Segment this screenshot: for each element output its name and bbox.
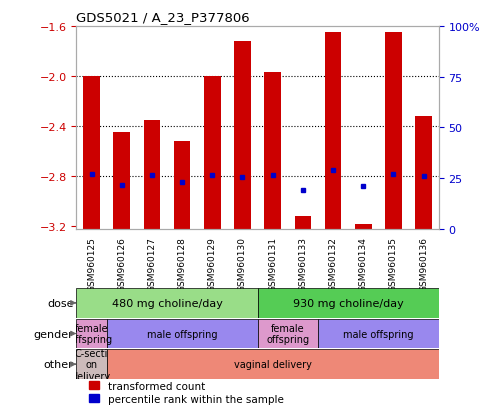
Bar (325, 33, 341, 229)
Bar (204, 77, 220, 229)
Bar (76, 319, 106, 349)
Text: vaginal delivery: vaginal delivery (234, 359, 312, 369)
Bar (355, 224, 372, 229)
Text: dose: dose (47, 298, 73, 308)
Text: 480 mg choline/day: 480 mg choline/day (111, 298, 222, 308)
Text: C-secti
on
delivery: C-secti on delivery (72, 348, 111, 381)
Bar (257, 288, 439, 318)
Bar (234, 42, 251, 229)
Bar (83, 77, 100, 229)
Legend: transformed count, percentile rank within the sample: transformed count, percentile rank withi… (89, 381, 283, 404)
Bar (257, 319, 318, 349)
Bar (318, 319, 439, 349)
Bar (174, 142, 190, 229)
Text: 930 mg choline/day: 930 mg choline/day (293, 298, 404, 308)
Bar (385, 33, 402, 229)
Text: other: other (44, 359, 73, 369)
Text: gender: gender (34, 329, 73, 339)
Bar (264, 73, 281, 229)
Bar (143, 121, 160, 229)
Text: female
offspring: female offspring (266, 323, 309, 344)
Text: male offspring: male offspring (343, 329, 414, 339)
Bar (113, 133, 130, 229)
Text: male offspring: male offspring (147, 329, 217, 339)
Bar (76, 349, 106, 379)
Text: female
offspring: female offspring (70, 323, 113, 344)
Bar (106, 319, 257, 349)
Bar (295, 217, 311, 229)
Bar (416, 117, 432, 229)
Text: GDS5021 / A_23_P377806: GDS5021 / A_23_P377806 (76, 11, 250, 24)
Bar (76, 288, 257, 318)
